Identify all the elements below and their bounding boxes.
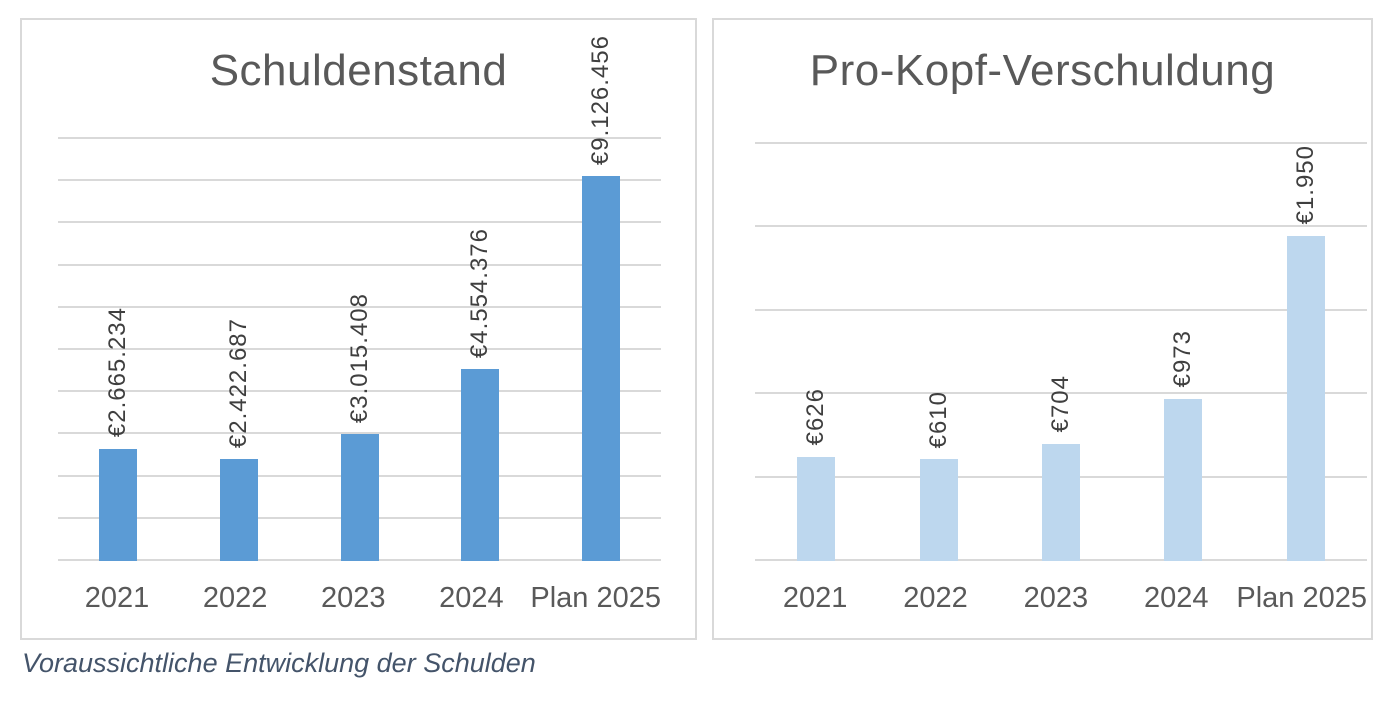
x-axis: 2021 2022 2023 2024 Plan 2025	[755, 572, 1367, 624]
x-axis-label: Plan 2025	[1236, 581, 1367, 614]
bar-value-label: €2.665.234	[104, 307, 132, 438]
x-axis-label: 2021	[782, 581, 848, 614]
gridline	[755, 392, 1367, 395]
bar-value-label: €1.950	[1291, 145, 1319, 225]
bar-2022	[919, 459, 958, 561]
bar-2023	[340, 433, 379, 561]
x-axis-label: 2023	[1023, 581, 1089, 614]
gridline	[58, 348, 661, 350]
plot-area: €2.665.234 €2.422.687 €3.015.408 €4.554.376…	[58, 35, 661, 561]
gridline	[58, 179, 661, 182]
x-axis-label: 2022	[202, 581, 268, 614]
chart-title: Pro-Kopf-Verschuldung	[809, 46, 1276, 95]
gridline	[58, 263, 661, 266]
bar-plan-2025	[1286, 235, 1325, 561]
gridline	[58, 305, 661, 308]
bar-value-label: €626	[802, 388, 830, 446]
x-axis-label: 2022	[903, 581, 968, 614]
bar-value-label: €3.015.408	[345, 292, 373, 423]
x-axis-label: 2023	[320, 581, 386, 614]
bar-plan-2025	[581, 175, 620, 561]
figure-caption: Voraussichtliche Entwicklung der Schulde…	[22, 648, 536, 678]
bar-2021	[99, 448, 138, 561]
bar-value-label: €9.126.456	[586, 34, 614, 165]
x-axis-label: 2021	[84, 581, 150, 614]
chart-title: Schuldenstand	[209, 46, 508, 95]
bar-2022	[219, 458, 258, 561]
gridline	[755, 225, 1367, 228]
bar-value-label: €4.554.376	[466, 227, 494, 358]
gridline	[755, 142, 1367, 144]
x-axis-label: 2024	[1143, 581, 1209, 614]
gridline	[58, 390, 661, 393]
gridline	[58, 221, 661, 224]
bar-2024	[461, 368, 500, 561]
x-axis-label: Plan 2025	[530, 581, 661, 614]
bar-2021	[797, 456, 836, 561]
x-axis: 2021 2022 2023 2024 Plan 2025	[58, 572, 661, 624]
gridline	[58, 432, 661, 435]
gridline	[58, 137, 661, 139]
bar-value-label: €2.422.687	[224, 317, 252, 448]
plot-area: €626 €610 €704 €973 €1.950	[755, 142, 1367, 561]
chart-schuldenstand: Schuldenstand €2.665.234 €2.422.687 €3.015…	[20, 18, 697, 640]
bar-value-label: €973	[1169, 330, 1197, 388]
chart-pro-kopf-verschuldung: Pro-Kopf-Verschuldung €626 €610 €704 €973 €1…	[712, 18, 1373, 640]
bar-2023	[1042, 443, 1080, 561]
bar-2024	[1164, 398, 1203, 561]
bar-value-label: €610	[924, 390, 952, 449]
gridline	[755, 308, 1367, 311]
bar-value-label: €704	[1047, 375, 1074, 433]
x-axis-label: 2024	[439, 581, 504, 614]
